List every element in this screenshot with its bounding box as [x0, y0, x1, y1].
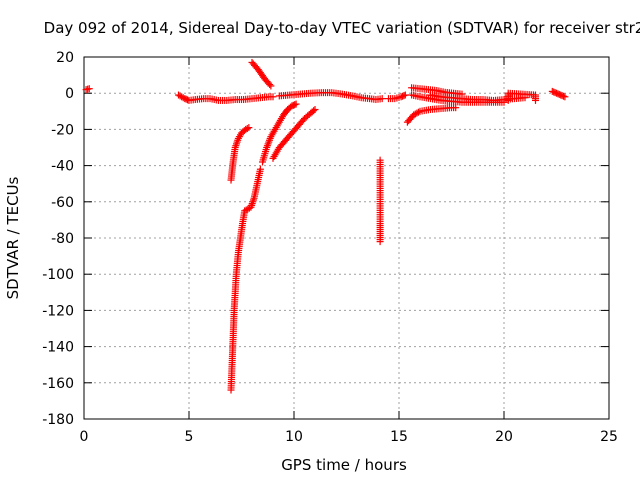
x-tick-label: 25: [600, 429, 618, 445]
grid: [84, 57, 609, 419]
data-point: [244, 205, 252, 213]
chart-title: Day 092 of 2014, Sidereal Day-to-day VTE…: [44, 19, 640, 37]
data-point: [560, 92, 567, 100]
data-point: [378, 95, 386, 103]
data-point: [291, 101, 299, 109]
y-axis-title: SDTVAR / TECUs: [4, 176, 22, 299]
y-tick-label: -160: [42, 376, 74, 392]
y-tick-label: -80: [51, 231, 74, 247]
data-point: [179, 94, 187, 102]
data-point: [376, 238, 384, 246]
y-tick-label: -40: [51, 159, 74, 175]
data-point: [532, 96, 539, 104]
data-point: [267, 82, 275, 90]
data-point: [311, 105, 319, 113]
data-point: [243, 124, 251, 132]
tick-labels: 0 5 10 15 20 25 20 0 -20 -40 -60 -80 -100 -120 -140 -16…: [42, 50, 618, 445]
data-point: [256, 165, 264, 173]
axis-ticks: [83, 56, 610, 420]
x-tick-label: 0: [80, 429, 89, 445]
data-point: [266, 81, 274, 89]
data-point: [310, 107, 318, 115]
data-point: [561, 93, 569, 101]
data-point: [400, 92, 408, 100]
data-point: [245, 124, 253, 132]
x-tick-label: 5: [185, 429, 194, 445]
y-tick-label: -20: [51, 122, 74, 138]
y-tick-label: 0: [65, 86, 74, 102]
data-point: [269, 93, 277, 101]
data-point: [452, 104, 460, 112]
y-tick-label: 20: [56, 50, 74, 66]
data-point: [85, 85, 93, 93]
x-tick-label: 20: [495, 429, 513, 445]
x-tick-label: 15: [390, 429, 408, 445]
y-tick-label: -120: [42, 303, 74, 319]
x-axis-title: GPS time / hours: [281, 456, 407, 474]
x-tick-label: 10: [285, 429, 303, 445]
y-tick-label: -180: [42, 412, 74, 428]
data-point: [292, 100, 300, 108]
data-points: [82, 58, 569, 394]
y-tick-label: -60: [51, 195, 74, 211]
data-point: [401, 91, 409, 99]
y-tick-label: -140: [42, 340, 74, 356]
y-tick-label: -100: [42, 267, 74, 283]
data-point: [414, 108, 422, 116]
